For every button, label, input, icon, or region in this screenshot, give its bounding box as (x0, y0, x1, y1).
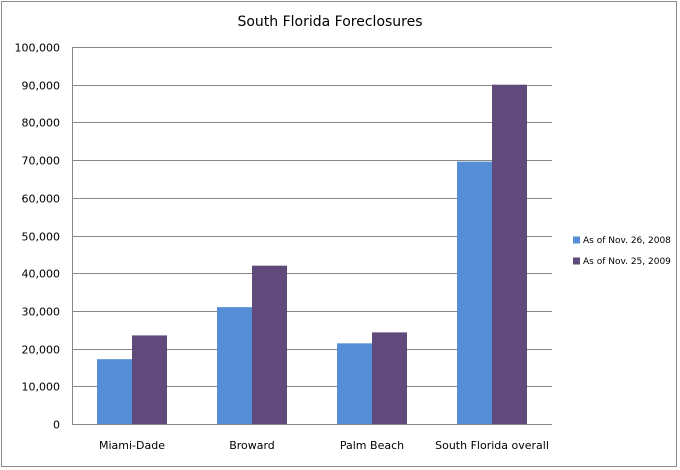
legend-label: As of Nov. 25, 2009 (583, 257, 671, 267)
bar (492, 85, 527, 424)
y-tick-label: 0 (53, 419, 60, 432)
y-tick-label: 90,000 (22, 80, 61, 93)
y-tick-label: 100,000 (15, 42, 61, 55)
y-tick-label: 30,000 (22, 306, 61, 319)
bar (97, 359, 132, 424)
bar (132, 335, 167, 424)
x-tick-label: Miami-Dade (99, 439, 165, 452)
legend-swatch (573, 258, 580, 265)
bars (97, 85, 527, 424)
legend-swatch (573, 237, 580, 244)
y-tick-label: 80,000 (22, 117, 61, 130)
legend: As of Nov. 26, 2008 As of Nov. 25, 2009 (573, 236, 671, 267)
y-tick-label: 10,000 (22, 381, 61, 394)
bar (217, 307, 252, 424)
x-tick-label: South Florida overall (435, 439, 549, 452)
bar (252, 266, 287, 424)
y-tick-label: 50,000 (22, 231, 61, 244)
bar (337, 343, 372, 424)
y-tick-label: 70,000 (22, 155, 61, 168)
chart-title: South Florida Foreclosures (237, 14, 422, 30)
bar (372, 332, 407, 424)
x-axis-ticks: Miami-Dade Broward Palm Beach South Florida… (99, 439, 549, 452)
bar (457, 162, 492, 424)
y-axis-ticks: 0 10,000 20,000 30,000 40,000 50,000 60,000 70,… (15, 42, 61, 432)
x-tick-label: Broward (229, 439, 275, 452)
legend-label: As of Nov. 26, 2008 (583, 236, 671, 246)
y-tick-label: 60,000 (22, 193, 61, 206)
x-tick-label: Palm Beach (340, 439, 404, 452)
y-tick-label: 40,000 (22, 268, 61, 281)
y-tick-label: 20,000 (22, 344, 61, 357)
